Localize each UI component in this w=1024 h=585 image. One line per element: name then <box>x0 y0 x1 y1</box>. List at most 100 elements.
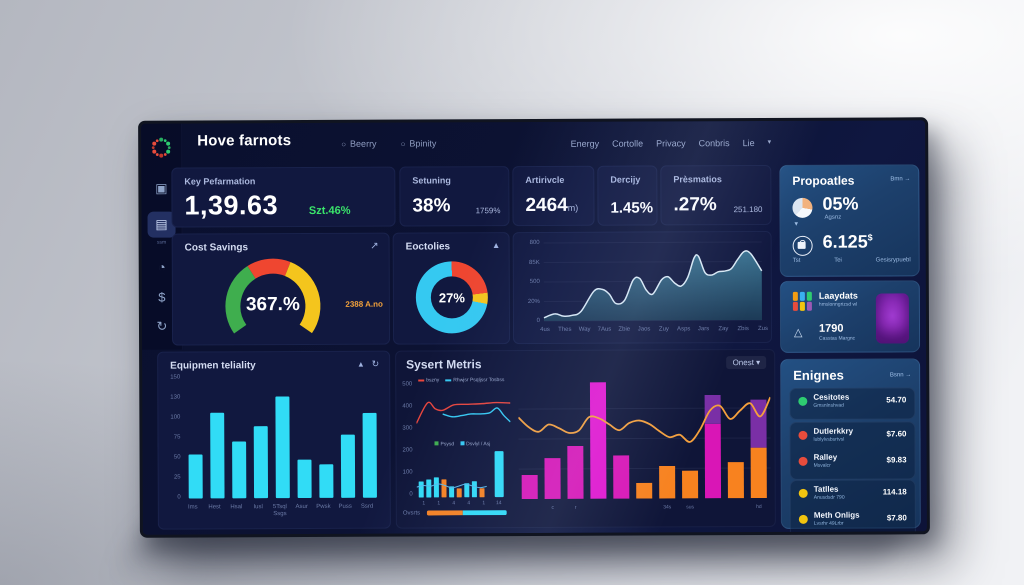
header-tab[interactable]: ○ Bpinity <box>401 138 437 148</box>
pie-chart-icon <box>792 197 813 218</box>
overall-label: Ovsrts <box>402 510 421 517</box>
area-xtick: Zbie <box>618 326 631 333</box>
reliability-bar-chart <box>188 396 377 499</box>
area-xtick: Jars <box>697 326 710 333</box>
sm-ytick: 200 <box>402 447 413 454</box>
kpi-card-title: Prèsmatios <box>673 174 722 185</box>
kpi-card: Dercijy 1.45% <box>597 165 658 226</box>
overall-bar-orange <box>426 510 463 516</box>
dashboard-screen: ▣ ▤ ssm ◔ $ ↻ Hove farnots ○ Beerry ○ Bpinity En… <box>141 120 927 535</box>
rel-ytick: 50 <box>173 454 181 461</box>
engines-link[interactable]: Bsnn → <box>889 372 912 379</box>
status-dot-icon <box>798 514 808 524</box>
promo-thumbnail[interactable] <box>875 293 910 344</box>
engine-list-item[interactable]: Dutlerkkry lublylvsbsrtvsl $7.60 <box>790 422 914 449</box>
chevron-up-icon[interactable]: ▴ <box>493 240 499 252</box>
rel-xtick: Iusl <box>253 504 263 511</box>
nav-item-cortolle[interactable]: Cortolle <box>612 138 644 149</box>
gauge-annotation: 2388 A.no <box>345 299 383 309</box>
kpi-card-sub: 1759% <box>475 206 501 216</box>
rel-ytick: 25 <box>173 474 181 481</box>
clock-icon: ○ <box>341 139 347 149</box>
sm-main-xtick: c <box>551 504 554 511</box>
kpi-card-title: Dercijy <box>610 174 641 185</box>
kpi-card-title: Artirivcle <box>525 174 565 186</box>
engine-name: Ralley <box>813 452 838 462</box>
kpi-card-value: 38% <box>412 195 451 217</box>
donut-chart: 27% <box>415 261 489 334</box>
sm-mini-xtick: 4 <box>452 500 456 507</box>
nav-item-conbris[interactable]: Conbris <box>698 138 730 149</box>
status-dot-icon <box>798 488 808 498</box>
kpi-card-value: 1.45% <box>610 199 654 217</box>
chevron-down-icon[interactable]: ▾ <box>794 220 799 228</box>
open-link-icon[interactable]: ↗ <box>370 240 379 252</box>
properties-link[interactable]: Bmn → <box>890 176 911 183</box>
area-chart <box>543 241 763 322</box>
refresh-icon[interactable]: ↻ <box>371 358 380 369</box>
stat-label: Agsnz <box>824 214 842 221</box>
legend-swatch <box>445 379 452 382</box>
reliability-title: Equipmen teliality <box>170 360 256 372</box>
promo-value-label: Casstas Margnc <box>819 335 856 342</box>
history-icon: ↻ <box>156 318 168 334</box>
header-nav: Energy Cortolle Privacy Conbris Lie ▾ <box>570 138 772 149</box>
engine-sub: Lvsrhr 49Lrbr <box>813 520 844 527</box>
promo-value: 1790 <box>818 322 844 335</box>
sm-ytick: 300 <box>402 425 413 432</box>
area-chart-card: 800 85K 500 20% 0 4us Thes Way 7Aus Zbie Jaos Zuy As… <box>512 230 773 345</box>
currency-symbol: $ <box>867 232 873 243</box>
promo-subtitle: hmslonngrizsd wl <box>818 301 858 308</box>
rel-xtick: 5Tsql <box>272 504 287 511</box>
kpi-card-sub: 251.180 <box>733 205 763 215</box>
engines-group: Dutlerkkry lublylvsbsrtvsl $7.60 Ralley Msva… <box>789 421 916 480</box>
engine-name: Cesitotes <box>813 392 850 402</box>
metrics-range-dropdown[interactable]: Onest ▾ <box>726 355 767 370</box>
legend-swatch <box>418 379 425 382</box>
promo-title: Laaydats <box>818 290 858 301</box>
nav-item-privacy[interactable]: Privacy <box>656 138 686 149</box>
engine-value: 54.70 <box>886 395 907 405</box>
legend-item: Dsvlyl / Asj <box>460 441 490 447</box>
system-metrics-card: Sysert Metris Onest ▾ bszny Rhwjsr Psqljs… <box>395 348 776 529</box>
legend-item: Psysd <box>434 441 454 447</box>
kpi-card: Prèsmatios .27% 251.180 <box>660 164 772 226</box>
dashboard-monitor: ▣ ▤ ssm ◔ $ ↻ Hove farnots ○ Beerry ○ Bpinity En… <box>138 117 930 538</box>
kpi-main-value: 1,39.63 <box>184 190 279 221</box>
area-ytick: 800 <box>529 239 540 247</box>
rel-ytick: 0 <box>177 494 181 501</box>
sm-mini-xtick: 1 <box>482 500 486 507</box>
bars-legend: Psysd Dsvlyl / Asj <box>434 441 490 447</box>
legend-swatch <box>460 441 465 446</box>
rel-xtick: Pwsk <box>316 503 331 510</box>
engines-panel: Enignes Bsnn → Cesitotes Gmsnlnshvad 54.70… <box>780 358 921 535</box>
engine-list-item[interactable]: Cesitotes Gmsnlnshvad 54.70 <box>790 388 914 415</box>
reliability-card: Equipmen teliality ▴ ↻ 150 130 100 75 50 25 0 I… <box>157 350 391 530</box>
sm-ytick: 400 <box>402 403 413 410</box>
chevron-down-icon[interactable]: ▾ <box>767 138 772 146</box>
chevron-up-icon[interactable]: ▴ <box>358 358 364 369</box>
engine-value: $9.83 <box>886 455 907 465</box>
status-dot-icon <box>798 396 808 406</box>
header-tab[interactable]: ○ Beerry <box>341 139 376 149</box>
dual-line-chart <box>416 401 511 424</box>
engine-list-item[interactable]: Meth Onligs Lvsrhr 49Lrbr $7.80 <box>791 506 915 533</box>
area-xtick: Way <box>578 326 591 333</box>
engine-sub: Anusdsdr 790 <box>813 494 845 501</box>
kpi-main-card: Key Pefarmation 1,39.63 Szt.46% <box>171 166 396 228</box>
mini-bar-chart <box>416 451 504 498</box>
engine-name: Tatlles <box>813 484 839 494</box>
engine-list-item[interactable]: Ralley Msvalcr $9.83 <box>791 448 915 475</box>
kpi-card-title: Setuning <box>412 175 451 186</box>
sm-ytick: 500 <box>402 381 413 388</box>
kpi-card: Artirivcle 2464m) <box>512 165 595 227</box>
kpi-main-title: Key Pefarmation <box>184 176 256 187</box>
kpi-card-value: 2464m) <box>525 194 579 217</box>
engine-list-item[interactable]: Tatlles Anusdsdr 790 114.18 <box>791 480 915 507</box>
nav-item-lie[interactable]: Lie <box>742 138 755 149</box>
engine-sub: lublylvsbsrtvsl <box>813 436 845 443</box>
engines-title: Enignes <box>793 367 844 383</box>
donut-card: Eoctolies ▴ 27% <box>392 232 511 345</box>
system-metrics-title: Sysert Metris <box>406 357 482 372</box>
nav-item-energy[interactable]: Energy <box>570 138 600 149</box>
